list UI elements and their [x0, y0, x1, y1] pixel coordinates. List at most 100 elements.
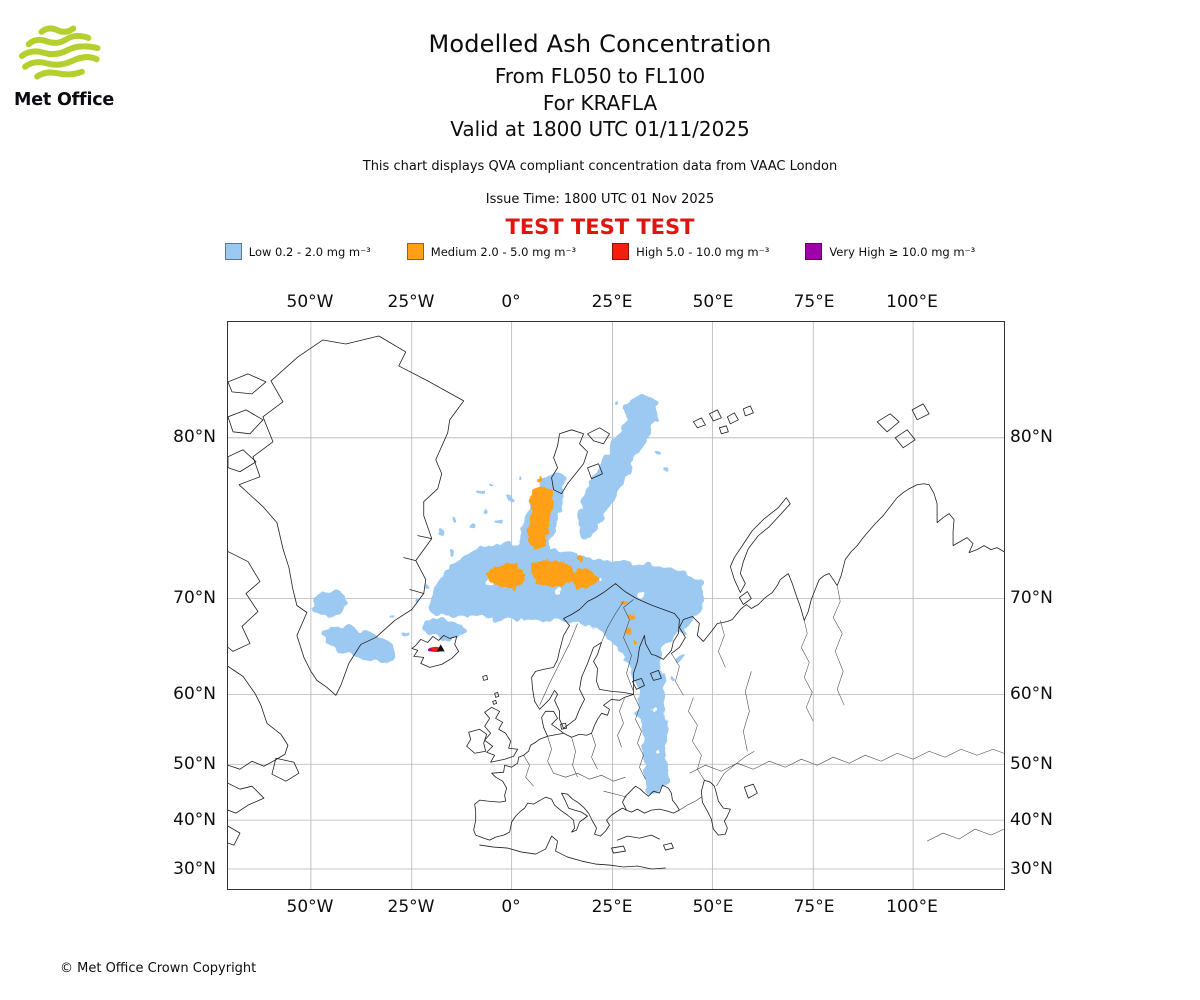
x-tick-bottom-50w: 50°W — [286, 897, 334, 917]
franz-josef-land — [693, 405, 754, 435]
x-tick-bottom-100e: 100°E — [886, 897, 938, 917]
x-tick-top-25e: 25°E — [591, 292, 633, 312]
ash-medium-cluster-3 — [571, 568, 596, 589]
y-tick-left-60n: 60°N — [173, 684, 216, 704]
severnaya-zemlya — [876, 403, 930, 449]
x-tick-top-50w: 50°W — [286, 292, 334, 312]
map-frame — [227, 321, 1005, 890]
y-tick-left-30n: 30°N — [173, 859, 216, 879]
y-tick-right-70n: 70°N — [1010, 588, 1053, 608]
x-tick-bottom-75e: 75°E — [793, 897, 835, 917]
ash-low-northeast-arm — [577, 411, 653, 537]
black-sea-coast — [622, 784, 680, 814]
y-tick-right-60n: 60°N — [1010, 684, 1053, 704]
ladoga-onega-lakes — [632, 669, 662, 690]
ash-low-south-tongue — [592, 605, 669, 795]
y-tick-left-40n: 40°N — [173, 810, 216, 830]
legend-item-very-high: Very High ≥ 10.0 mg m⁻³ — [805, 243, 975, 260]
y-tick-right-30n: 30°N — [1010, 859, 1053, 879]
ash-low-iceland-patch — [423, 619, 467, 640]
greenland-fjords — [403, 535, 433, 594]
maine-coast — [228, 825, 241, 846]
ireland-coast — [466, 728, 488, 754]
x-tick-top-25w: 25°W — [387, 292, 435, 312]
volcano-marker — [436, 644, 445, 652]
arctic-canada-islands — [228, 373, 267, 473]
ash-medium-cluster-2 — [527, 560, 574, 587]
baffin-coast — [228, 551, 261, 652]
x-tick-bottom-25e: 25°E — [591, 897, 633, 917]
page-title: Modelled Ash Concentration — [428, 30, 772, 58]
ash-low-east-extension — [644, 571, 703, 641]
legend-label-high: High 5.0 - 10.0 mg m⁻³ — [636, 244, 770, 259]
ash-medium-cluster-1 — [485, 564, 526, 588]
subtitle-volcano: For KRAFLA — [542, 91, 658, 115]
met-office-logo — [14, 22, 106, 92]
map-canvas — [228, 322, 1004, 889]
faroe-shetland-islands — [482, 674, 500, 705]
nova-scotia-coast — [228, 782, 265, 814]
met-office-logo-icon — [18, 25, 101, 80]
ash-low-north-tip — [625, 394, 660, 428]
y-tick-left-50n: 50°N — [173, 754, 216, 774]
x-tick-top-0: 0° — [501, 292, 521, 312]
issue-time: Issue Time: 1800 UTC 01 Nov 2025 — [485, 192, 715, 207]
legend-swatch-high — [612, 243, 630, 260]
y-tick-right-50n: 50°N — [1010, 754, 1053, 774]
country-borders — [523, 599, 1004, 842]
ash-layer-low — [312, 394, 703, 795]
ash-low-west-patch-1 — [312, 590, 347, 617]
legend-swatch-very-high — [805, 243, 823, 260]
met-office-logo-text: Met Office — [14, 90, 115, 110]
x-tick-top-100e: 100°E — [886, 292, 938, 312]
greenland-coast — [238, 335, 465, 696]
y-tick-right-80n: 80°N — [1010, 427, 1053, 447]
ash-low-speckles — [390, 401, 687, 680]
legend-item-high: High 5.0 - 10.0 mg m⁻³ — [612, 243, 769, 260]
x-tick-bottom-50e: 50°E — [692, 897, 734, 917]
x-tick-bottom-0: 0° — [501, 897, 521, 917]
denmark-coast — [541, 710, 567, 737]
ash-very-high-source — [428, 648, 433, 652]
y-tick-right-40n: 40°N — [1010, 810, 1053, 830]
newfoundland-coast — [271, 757, 300, 782]
rivers — [671, 585, 845, 787]
aral-sea-coast — [743, 783, 758, 799]
copyright-notice: © Met Office Crown Copyright — [60, 961, 257, 976]
svalbard-coast — [551, 427, 610, 495]
legend-swatch-medium — [406, 243, 424, 260]
caspian-sea-coast — [700, 779, 731, 836]
test-banner: TEST TEST TEST — [505, 215, 695, 239]
legend-label-very-high: Very High ≥ 10.0 mg m⁻³ — [829, 244, 976, 259]
y-tick-left-70n: 70°N — [173, 588, 216, 608]
y-tick-left-80n: 80°N — [173, 427, 216, 447]
west-europe-coast — [473, 735, 627, 841]
legend-label-low: Low 0.2 - 2.0 mg m⁻³ — [248, 244, 371, 259]
ash-layer-medium — [485, 476, 637, 645]
labrador-coast — [228, 665, 289, 770]
legend-swatch-low — [224, 243, 242, 260]
russia-arctic-coast — [671, 483, 1004, 654]
baltic-south-coast — [563, 693, 634, 738]
legend-item-medium: Medium 2.0 - 5.0 mg m⁻³ — [406, 243, 577, 260]
legend: Low 0.2 - 2.0 mg m⁻³ Medium 2.0 - 5.0 mg… — [0, 243, 1200, 260]
ash-medium-svalbard-patch — [528, 486, 553, 549]
x-tick-top-50e: 50°E — [692, 292, 734, 312]
ash-layer-very-high — [428, 648, 433, 652]
great-britain-coast — [484, 706, 519, 763]
qva-description: This chart displays QVA compliant concen… — [362, 159, 838, 174]
east-mediterranean-coast — [611, 834, 674, 854]
legend-item-low: Low 0.2 - 2.0 mg m⁻³ — [224, 243, 371, 260]
subtitle-valid-time: Valid at 1800 UTC 01/11/2025 — [450, 117, 750, 141]
north-africa-coast — [479, 835, 666, 870]
coastlines — [228, 335, 1004, 870]
legend-label-medium: Medium 2.0 - 5.0 mg m⁻³ — [430, 244, 577, 259]
x-tick-bottom-25w: 25°W — [387, 897, 435, 917]
novaya-zemlya-coast — [729, 497, 791, 605]
subtitle-flight-levels: From FL050 to FL100 — [494, 64, 706, 88]
x-tick-top-75e: 75°E — [793, 292, 835, 312]
fennoscandia-coast — [531, 583, 680, 729]
iceland-coast — [411, 635, 460, 668]
ash-low-west-patch-2 — [322, 626, 397, 663]
